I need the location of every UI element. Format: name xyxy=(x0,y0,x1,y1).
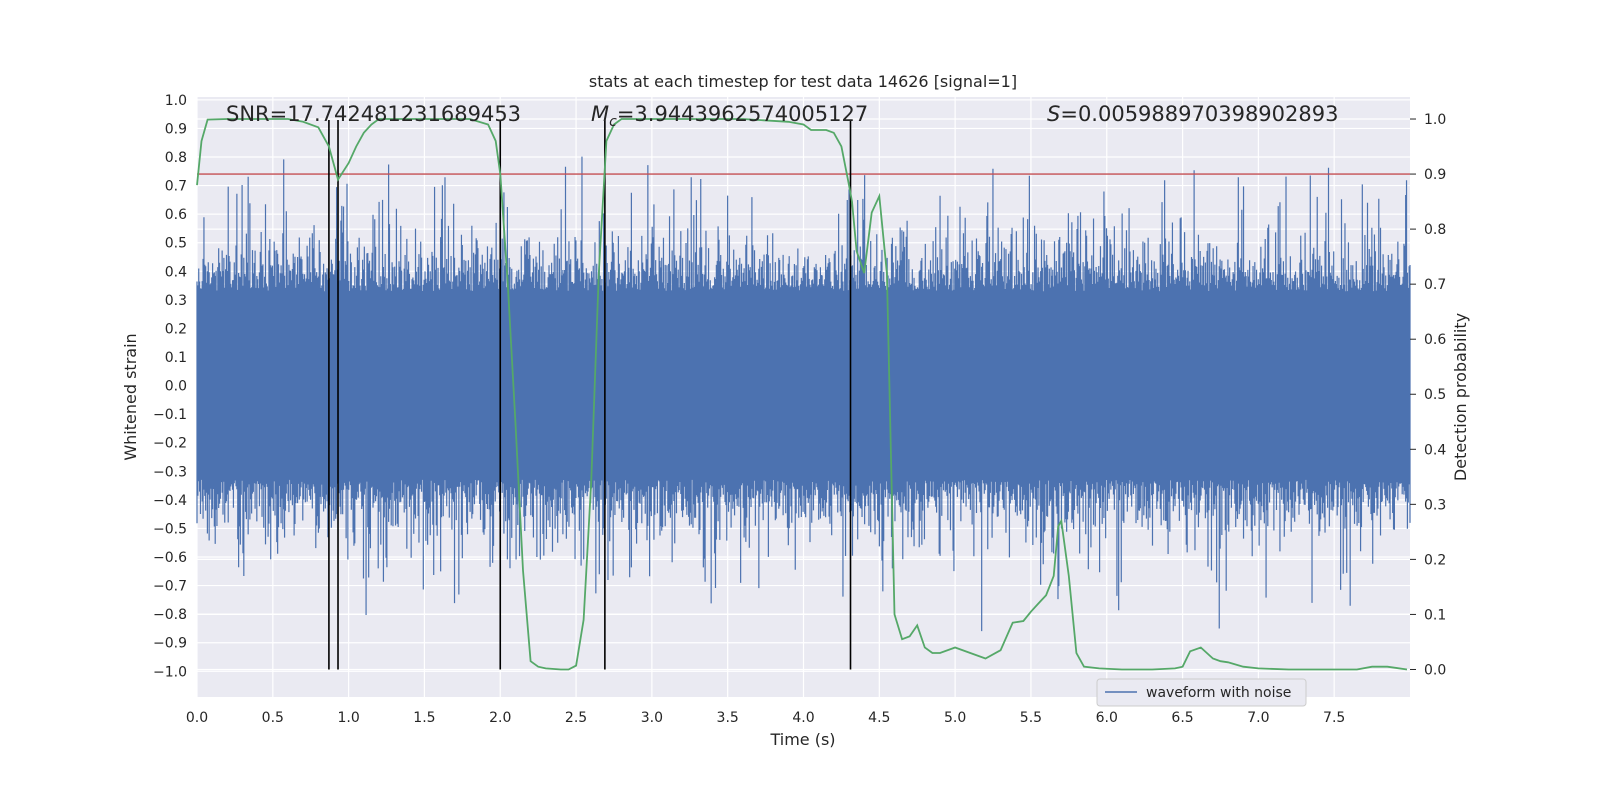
y-left-tick-label: −0.5 xyxy=(153,521,187,537)
left-y-axis-ticks: 1.0 0.9 0.8 0.7 0.6 0.5 0.4 0.3 0.2 0.1 0.0 −0.1 −0.… xyxy=(153,93,187,680)
legend: waveform with noise xyxy=(1096,678,1307,707)
y-left-tick-label: 0.0 xyxy=(165,379,187,395)
legend-box xyxy=(1096,678,1307,707)
y-right-tick-label: 1.0 xyxy=(1424,112,1446,128)
y-right-tick-label: 0.1 xyxy=(1424,607,1446,623)
waveform-series xyxy=(196,156,1411,632)
x-tick-label: 7.0 xyxy=(1247,710,1269,726)
x-tick-label: 6.5 xyxy=(1171,710,1193,726)
y-left-tick-label: 0.6 xyxy=(165,207,187,223)
x-axis-label: Time (s) xyxy=(769,730,835,749)
y-left-tick-label: 1.0 xyxy=(165,93,187,109)
y-left-tick-label: 0.9 xyxy=(165,121,187,137)
x-axis-ticks: 0.0 0.5 1.0 1.5 2.0 2.5 3.0 3.5 4.0 4.5 5.0 5.5 6.0 6… xyxy=(186,710,1345,726)
y-right-tick-label: 0.9 xyxy=(1424,167,1446,183)
y-left-tick-label: −0.6 xyxy=(153,550,187,566)
y-left-tick-label: 0.2 xyxy=(165,321,187,337)
s-annotation: S=0.005988970398902893 xyxy=(1047,102,1338,126)
x-tick-label: 0.5 xyxy=(262,710,284,726)
y-left-tick-label: −0.7 xyxy=(153,579,187,595)
plot-area xyxy=(196,97,1411,697)
snr-annotation: SNR=17.742481231689453 xyxy=(226,102,521,126)
x-tick-label: 1.5 xyxy=(413,710,435,726)
x-tick-label: 7.5 xyxy=(1323,710,1345,726)
annotations: SNR=17.742481231689453 Mc=3.944396257400… xyxy=(226,102,1338,130)
x-tick-label: 1.0 xyxy=(337,710,359,726)
y-left-tick-label: −1.0 xyxy=(153,664,187,680)
y-right-tick-label: 0.2 xyxy=(1424,552,1446,568)
vertical-markers xyxy=(328,120,852,670)
chart-title: stats at each timestep for test data 146… xyxy=(589,72,1017,91)
y-right-tick-label: 0.6 xyxy=(1424,332,1446,348)
y-left-tick-label: −0.8 xyxy=(153,607,187,623)
x-tick-label: 4.5 xyxy=(868,710,890,726)
x-tick-label: 6.0 xyxy=(1096,710,1118,726)
x-tick-label: 4.0 xyxy=(792,710,814,726)
y-right-tick-label: 0.5 xyxy=(1424,387,1446,403)
s-symbol: S xyxy=(1047,102,1060,126)
right-y-axis-ticks: 1.0 0.9 0.8 0.7 0.6 0.5 0.4 0.3 0.2 0.1 0.0 xyxy=(1410,112,1446,678)
y-left-tick-label: −0.9 xyxy=(153,636,187,652)
chirp-mass-subscript: c xyxy=(609,114,617,130)
y-left-tick-label: −0.4 xyxy=(153,493,187,509)
chirp-mass-annotation: Mc=3.9443962574005127 xyxy=(591,102,868,130)
y-left-tick-label: 0.4 xyxy=(165,264,187,280)
chirp-mass-value: =3.9443962574005127 xyxy=(617,102,868,126)
y-left-tick-label: 0.3 xyxy=(165,293,187,309)
chirp-mass-symbol: M xyxy=(591,102,609,126)
x-tick-label: 2.0 xyxy=(489,710,511,726)
y-right-tick-label: 0.8 xyxy=(1424,222,1446,238)
detection-probability-series xyxy=(196,118,1408,671)
right-y-axis-label: Detection probability xyxy=(1451,313,1470,481)
x-tick-label: 5.0 xyxy=(944,710,966,726)
y-left-tick-label: 0.1 xyxy=(165,350,187,366)
y-right-tick-label: 0.4 xyxy=(1424,442,1446,458)
y-left-tick-label: −0.1 xyxy=(153,407,187,423)
x-tick-label: 3.0 xyxy=(641,710,663,726)
s-value: =0.005988970398902893 xyxy=(1060,102,1338,126)
y-right-tick-label: 0.7 xyxy=(1424,277,1446,293)
x-tick-label: 0.0 xyxy=(186,710,208,726)
left-y-axis-label: Whitened strain xyxy=(121,333,140,460)
y-left-tick-label: 0.8 xyxy=(165,150,187,166)
x-tick-label: 5.5 xyxy=(1020,710,1042,726)
y-left-tick-label: 0.7 xyxy=(165,179,187,195)
x-tick-label: 2.5 xyxy=(565,710,587,726)
y-left-tick-label: −0.3 xyxy=(153,464,187,480)
y-left-tick-label: −0.2 xyxy=(153,436,187,452)
x-tick-label: 3.5 xyxy=(717,710,739,726)
y-left-tick-label: 0.5 xyxy=(165,236,187,252)
legend-label: waveform with noise xyxy=(1146,685,1291,701)
y-right-tick-label: 0.0 xyxy=(1424,662,1446,678)
y-right-tick-label: 0.3 xyxy=(1424,497,1446,513)
